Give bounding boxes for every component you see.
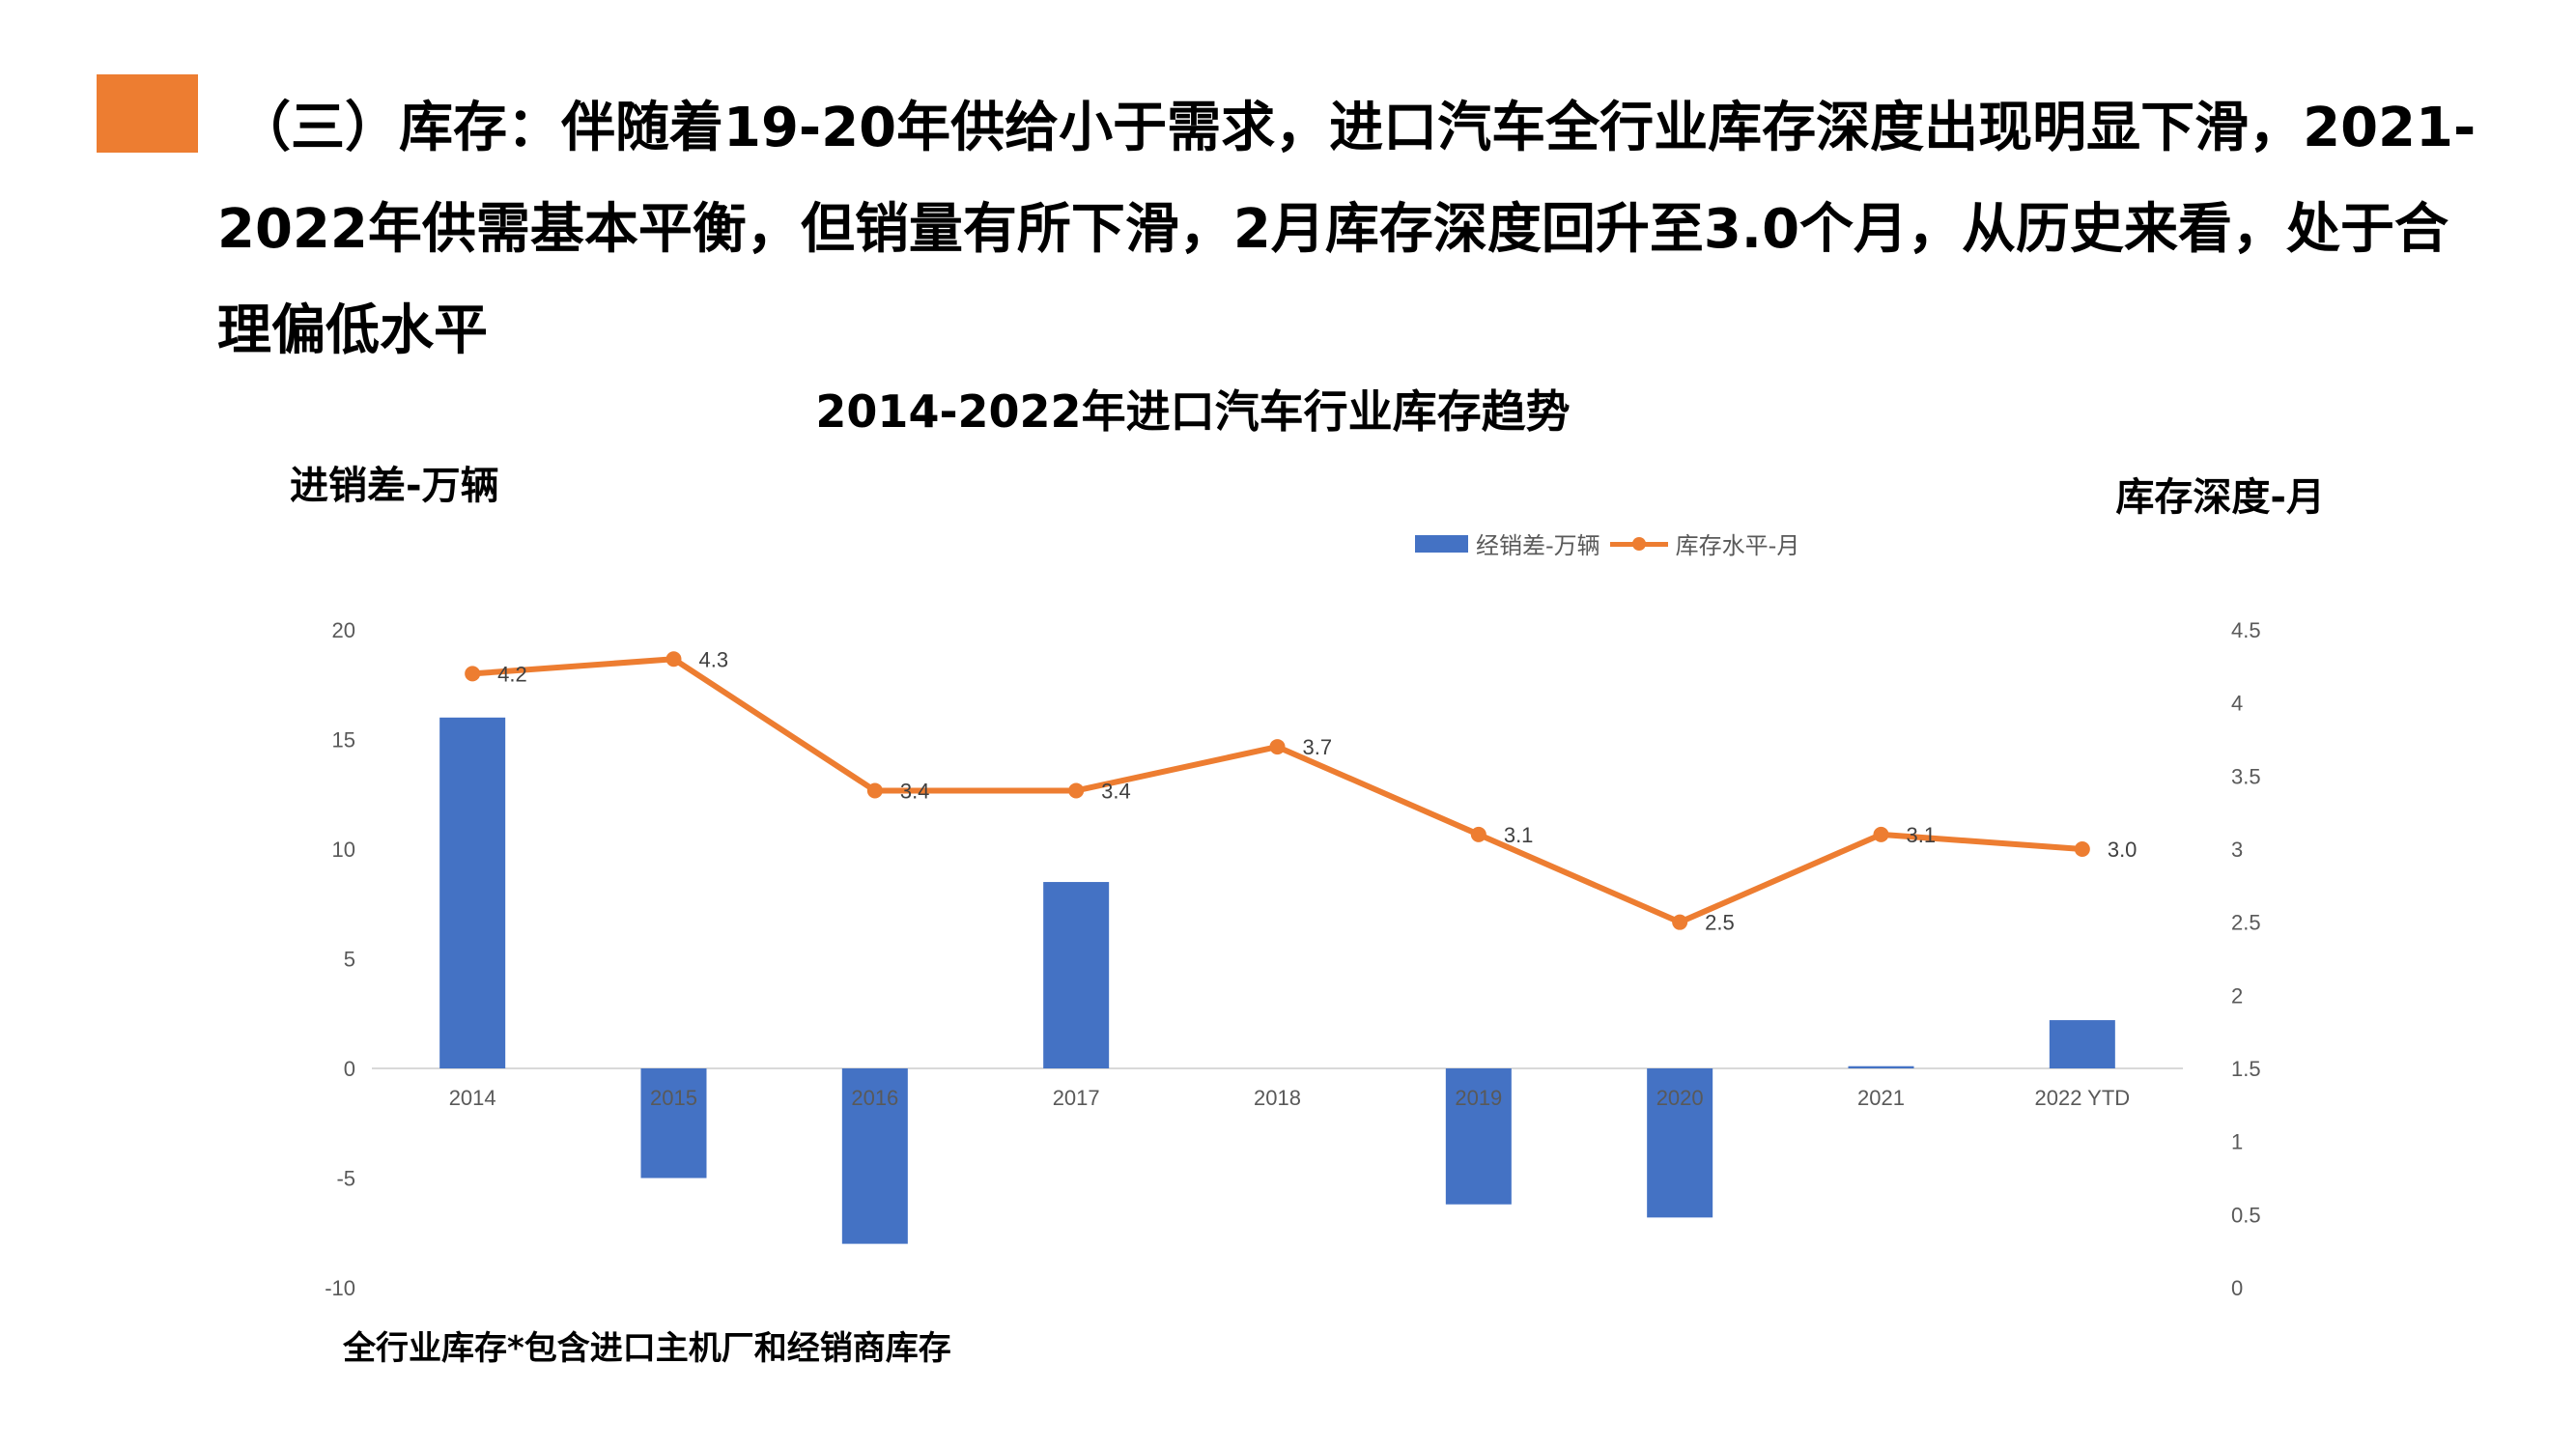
x-axis-tick-label: 2022 YTD (2035, 1086, 2131, 1110)
x-axis-tick-label: 2021 (1857, 1086, 1905, 1110)
footnote: 全行业库存*包含进口主机厂和经销商库存 (343, 1329, 951, 1368)
x-axis-tick-label: 2019 (1455, 1086, 1502, 1110)
right-axis-tick-label: 3.5 (2231, 764, 2261, 788)
x-axis-tick-label: 2017 (1053, 1086, 1100, 1110)
x-axis-tick-label: 2018 (1254, 1086, 1301, 1110)
left-axis-tick-label: 5 (344, 948, 355, 972)
line-data-label: 3.0 (2108, 838, 2137, 862)
line-point-2020 (1672, 914, 1688, 930)
accent-block (97, 74, 198, 153)
line-data-label: 3.7 (1303, 735, 1333, 759)
legend-line-swatch (1609, 534, 1668, 554)
left-axis-tick-label: 0 (344, 1057, 355, 1081)
bar-2017 (1043, 882, 1110, 1068)
x-axis-tick-label: 2020 (1656, 1086, 1704, 1110)
x-axis-tick-label: 2014 (449, 1086, 496, 1110)
legend-bar-swatch (1415, 534, 1468, 553)
left-axis-tick-label: 20 (332, 618, 355, 642)
left-axis-tick-label: -5 (336, 1167, 355, 1191)
bar-2016 (841, 1068, 908, 1244)
chart-title: 2014-2022年进口汽车行业库存趋势 (815, 385, 1571, 438)
left-axis-tick-label: 15 (332, 728, 355, 753)
right-axis-tick-label: 1 (2231, 1130, 2243, 1154)
right-axis-tick-label: 2.5 (2231, 911, 2261, 935)
bar-2020 (1647, 1068, 1713, 1218)
line-point-2018 (1269, 739, 1286, 755)
line-data-label: 3.1 (1907, 823, 1937, 847)
legend-line-label: 库存水平-月 (1675, 532, 1800, 559)
line-point-2021 (1873, 826, 1889, 842)
line-point-2019 (1470, 826, 1486, 842)
line-data-label: 3.1 (1504, 823, 1534, 847)
chart-legend: 经销差-万辆 库存水平-月 (1415, 526, 1799, 560)
right-axis-tick-label: 3 (2231, 838, 2243, 862)
right-axis-tick-label: 1.5 (2231, 1057, 2261, 1081)
left-axis-tick-label: -10 (325, 1276, 355, 1300)
x-axis-tick-label: 2016 (851, 1086, 898, 1110)
bar-2019 (1445, 1068, 1512, 1205)
right-axis-tick-label: 4.5 (2231, 618, 2261, 642)
page-headline: （三）库存：伴随着19-20年供给小于需求，进口汽车全行业库存深度出现明显下滑，… (217, 97, 2477, 362)
bar-2022 YTD (2049, 1020, 2115, 1068)
right-axis-tick-label: 4 (2231, 692, 2243, 716)
bar-2021 (1848, 1065, 1914, 1068)
line-data-label: 2.5 (1705, 911, 1735, 935)
line-point-2015 (665, 651, 682, 668)
line-data-label: 4.2 (497, 662, 527, 686)
line-point-2016 (866, 782, 883, 799)
right-axis-tick-label: 2 (2231, 983, 2243, 1008)
line-point-2022 YTD (2074, 841, 2090, 857)
bar-2015 (640, 1068, 707, 1179)
inventory-depth-line (471, 656, 2083, 925)
right-axis-title: 库存深度-月 (2115, 475, 2325, 520)
legend-item-bar: 经销差-万辆 (1415, 526, 1600, 560)
legend-item-line: 库存水平-月 (1609, 526, 1800, 560)
right-axis-tick-label: 0.5 (2231, 1203, 2261, 1227)
left-axis-title: 进销差-万辆 (290, 464, 499, 508)
bar-2014 (439, 717, 506, 1068)
line-data-label: 3.4 (900, 779, 930, 803)
right-axis-tick-label: 0 (2231, 1276, 2243, 1300)
line-point-2014 (465, 666, 481, 682)
line-data-label: 3.4 (1101, 779, 1131, 803)
line-point-2017 (1068, 782, 1085, 799)
x-axis-tick-label: 2015 (650, 1086, 697, 1110)
legend-bar-label: 经销差-万辆 (1476, 532, 1600, 559)
line-data-label: 4.3 (699, 647, 729, 671)
left-axis-tick-label: 10 (332, 838, 355, 862)
